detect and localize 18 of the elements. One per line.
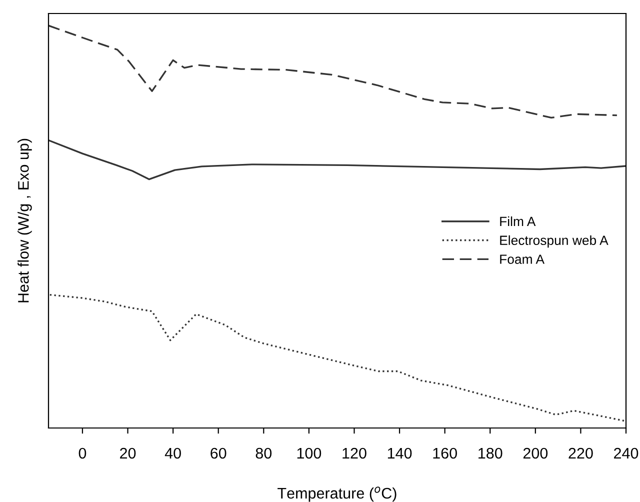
legend-label: Film A [500, 216, 536, 226]
x-tick-label: 180 [478, 448, 502, 459]
x-tick-label: 200 [523, 448, 548, 459]
legend-label: Electrospun web A [500, 235, 608, 248]
x-tick-label: 100 [297, 448, 322, 459]
y-axis-title: Heat flow (W/g , Exo up) [18, 138, 32, 302]
x-tick-label: 240 [614, 448, 638, 459]
x-tick-label: 20 [120, 448, 136, 459]
x-tick-label: 140 [388, 448, 412, 459]
x-tick-label: 40 [164, 448, 181, 459]
x-axis-title: Temperature ($^{o}$C) [278, 486, 396, 502]
x-tick-label: 220 [568, 448, 593, 459]
x-tick-label: 0 [78, 448, 86, 459]
x-tick-label: 60 [210, 448, 226, 459]
x-tick-label: 120 [342, 448, 366, 459]
x-tick-label: 160 [433, 448, 457, 459]
x-tick-label: 80 [256, 448, 272, 459]
legend-label: Foam A [500, 254, 545, 264]
